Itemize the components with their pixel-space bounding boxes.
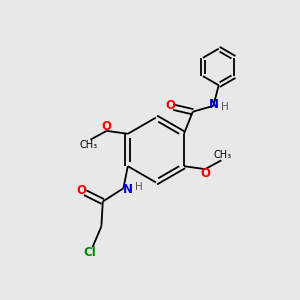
Text: O: O bbox=[102, 120, 112, 133]
Text: Cl: Cl bbox=[84, 246, 97, 259]
Text: CH₃: CH₃ bbox=[214, 150, 232, 160]
Text: N: N bbox=[209, 98, 219, 111]
Text: H: H bbox=[221, 102, 228, 112]
Text: N: N bbox=[123, 183, 133, 196]
Text: H: H bbox=[135, 182, 142, 192]
Text: CH₃: CH₃ bbox=[80, 140, 98, 150]
Text: O: O bbox=[76, 184, 87, 197]
Text: O: O bbox=[200, 167, 210, 180]
Text: O: O bbox=[165, 99, 175, 112]
